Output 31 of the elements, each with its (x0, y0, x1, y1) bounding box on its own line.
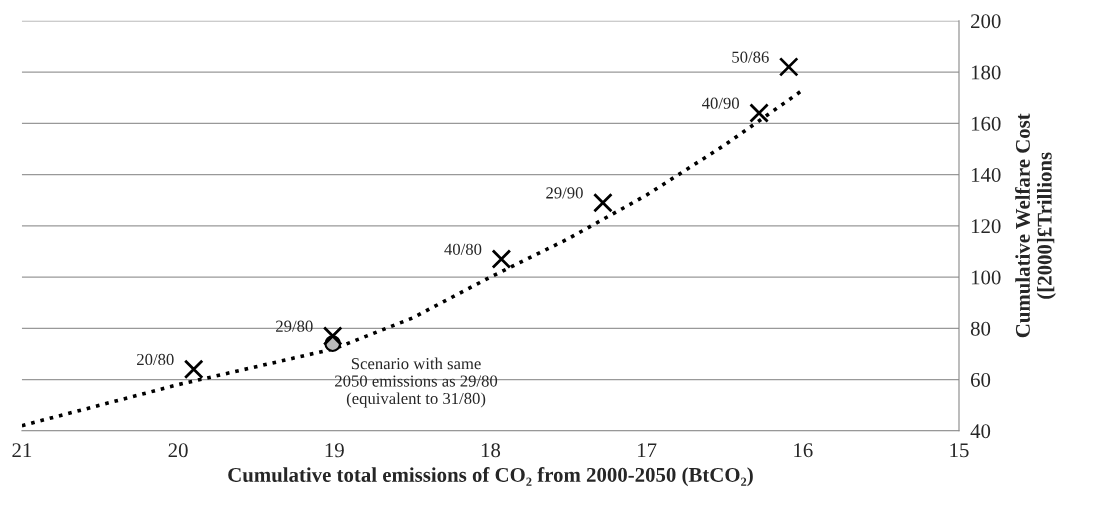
x-tick-label: 21 (12, 443, 32, 458)
y-tick-label: 80 (970, 321, 991, 336)
x-axis-title: Cumulative total emissions of CO₂ from 2000-2050 (BtCO₂) (228, 467, 753, 487)
y-tick-label: 160 (971, 116, 1001, 131)
y-tick-label: 200 (971, 14, 1001, 29)
annotation: 29/80 (276, 320, 313, 332)
x-tick-label: 18 (481, 443, 501, 458)
annotation: 40/80 (444, 243, 482, 255)
x-tick-label: 19 (325, 443, 344, 458)
y-axis-title: Cumulative Welfare Cost ([2000]£Trillions (1015, 113, 1056, 338)
annotation: 29/90 (546, 187, 583, 199)
y-tick-label: 180 (971, 65, 1001, 80)
point (491, 249, 512, 269)
x-tick-label: 15 (950, 443, 969, 458)
annotation: 40/90 (702, 97, 740, 109)
y-tick-label: 40 (970, 424, 991, 439)
point (778, 56, 799, 77)
annotation: 20/80 (137, 353, 174, 366)
x-tick-label: 20 (168, 443, 188, 458)
annotation: 50/86 (732, 51, 769, 63)
x-tick-label: 17 (638, 443, 657, 458)
point (322, 326, 343, 346)
point (183, 359, 204, 380)
y-tick-label: 100 (971, 270, 1001, 285)
x-tick-label: 16 (794, 443, 813, 458)
y-tick-label: 60 (971, 372, 991, 387)
y-tick-label: 140 (971, 167, 1001, 182)
point (593, 192, 613, 213)
annotation: Scenario with same 2050 emissions as 29/80 (equivalent to 31/80) (335, 357, 498, 408)
point (749, 103, 769, 123)
y-tick-label: 120 (971, 219, 1001, 234)
